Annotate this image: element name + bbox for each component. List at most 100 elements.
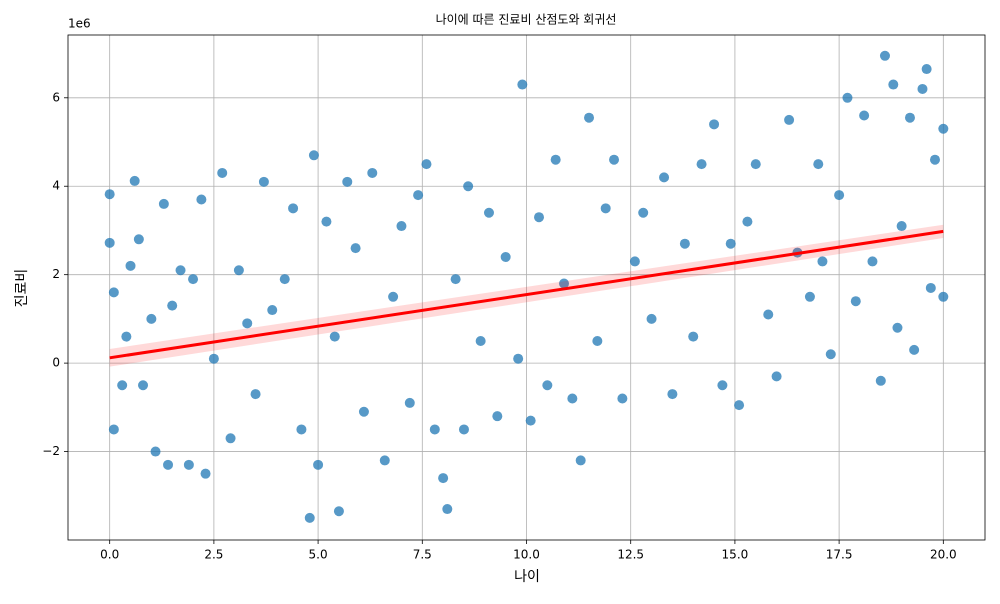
scatter-point: [258, 176, 269, 187]
scatter-point: [438, 473, 449, 484]
scatter-point: [458, 424, 469, 435]
scatter-point: [609, 154, 620, 165]
scatter-point: [167, 300, 178, 311]
scatter-point: [892, 322, 903, 333]
scatter-point: [146, 313, 157, 324]
scatter-point: [696, 159, 707, 170]
x-tick-label: 15.0: [722, 548, 749, 562]
y-axis-label: 진료비: [14, 269, 30, 308]
scatter-point: [667, 389, 678, 400]
scatter-point: [225, 433, 236, 444]
scatter-point: [771, 371, 782, 382]
y-tick-label: 6: [52, 90, 60, 104]
scatter-point: [233, 265, 244, 276]
scatter-point: [917, 83, 928, 94]
scatter-point: [217, 167, 228, 178]
scatter-point: [750, 159, 761, 170]
x-tick-label: 0.0: [100, 548, 119, 562]
scatter-point: [567, 393, 578, 404]
scatter-point: [921, 64, 932, 75]
scatter-point: [513, 353, 524, 364]
scatter-point: [308, 150, 319, 161]
x-tick-label: 20.0: [930, 548, 957, 562]
chart-title: 나이에 따른 진료비 산점도와 회귀선: [436, 13, 617, 27]
x-tick-label: 2.5: [204, 548, 223, 562]
scatter-point: [321, 216, 332, 227]
scatter-point: [813, 159, 824, 170]
scatter-point: [188, 274, 199, 285]
scatter-point: [117, 380, 128, 391]
scatter-point: [183, 459, 194, 470]
scatter-point: [879, 50, 890, 61]
scatter-point: [379, 455, 390, 466]
x-tick-label: 5.0: [309, 548, 328, 562]
scatter-point: [296, 424, 307, 435]
scatter-point: [725, 238, 736, 249]
scatter-point: [242, 318, 253, 329]
scatter-point: [350, 243, 361, 254]
scatter-point: [175, 265, 186, 276]
scatter-point: [734, 400, 745, 411]
scatter-point: [333, 506, 344, 517]
scatter-point: [158, 198, 169, 209]
scatter-point: [150, 446, 161, 457]
scatter-point: [659, 172, 670, 183]
scatter-point: [525, 415, 536, 426]
scatter-point: [600, 203, 611, 214]
scatter-point: [133, 234, 144, 245]
scatter-point: [825, 349, 836, 360]
scatter-point: [559, 278, 570, 289]
scatter-point: [108, 424, 119, 435]
scatter-point: [492, 411, 503, 422]
scatter-point: [929, 154, 940, 165]
scatter-point: [859, 110, 870, 121]
scatter-point: [475, 336, 486, 347]
scatter-point: [646, 313, 657, 324]
scatter-point: [500, 251, 511, 262]
y-tick-label: 2: [52, 267, 60, 281]
scatter-point: [396, 221, 407, 232]
scatter-point: [121, 331, 132, 342]
x-axis-label: 나이: [514, 569, 540, 585]
scatter-point: [367, 167, 378, 178]
scatter-point: [329, 331, 340, 342]
scatter-point: [938, 291, 949, 302]
scatter-point: [463, 181, 474, 192]
scatter-point: [867, 256, 878, 267]
scatter-point: [279, 274, 290, 285]
scatter-point: [888, 79, 899, 90]
scatter-point: [550, 154, 561, 165]
scatter-point: [817, 256, 828, 267]
scatter-point: [904, 112, 915, 123]
scatter-point: [592, 336, 603, 347]
scatter-point: [442, 504, 453, 515]
scatter-point: [138, 380, 149, 391]
scatter-point: [842, 92, 853, 103]
scatter-point: [421, 159, 432, 170]
scatter-point: [388, 291, 399, 302]
scatter-point: [742, 216, 753, 227]
scatter-point: [804, 291, 815, 302]
scatter-point: [784, 114, 795, 125]
scatter-point: [517, 79, 528, 90]
scatter-point: [850, 296, 861, 307]
regression-line: [109, 229, 944, 360]
scatter-point: [163, 459, 174, 470]
x-tick-label: 7.5: [413, 548, 432, 562]
scatter-point: [342, 176, 353, 187]
x-tick-label: 12.5: [617, 548, 644, 562]
scatter-point: [429, 424, 440, 435]
scatter-point: [413, 190, 424, 201]
scatter-point: [542, 380, 553, 391]
scatter-point: [925, 282, 936, 293]
scatter-point: [763, 309, 774, 320]
grid: [68, 35, 985, 540]
scatter-point: [875, 375, 886, 386]
scatter-point: [688, 331, 699, 342]
plot-area: [104, 50, 949, 523]
scatter-point: [834, 190, 845, 201]
scatter-point: [575, 455, 586, 466]
scatter-point: [896, 221, 907, 232]
scatter-point: [909, 344, 920, 355]
